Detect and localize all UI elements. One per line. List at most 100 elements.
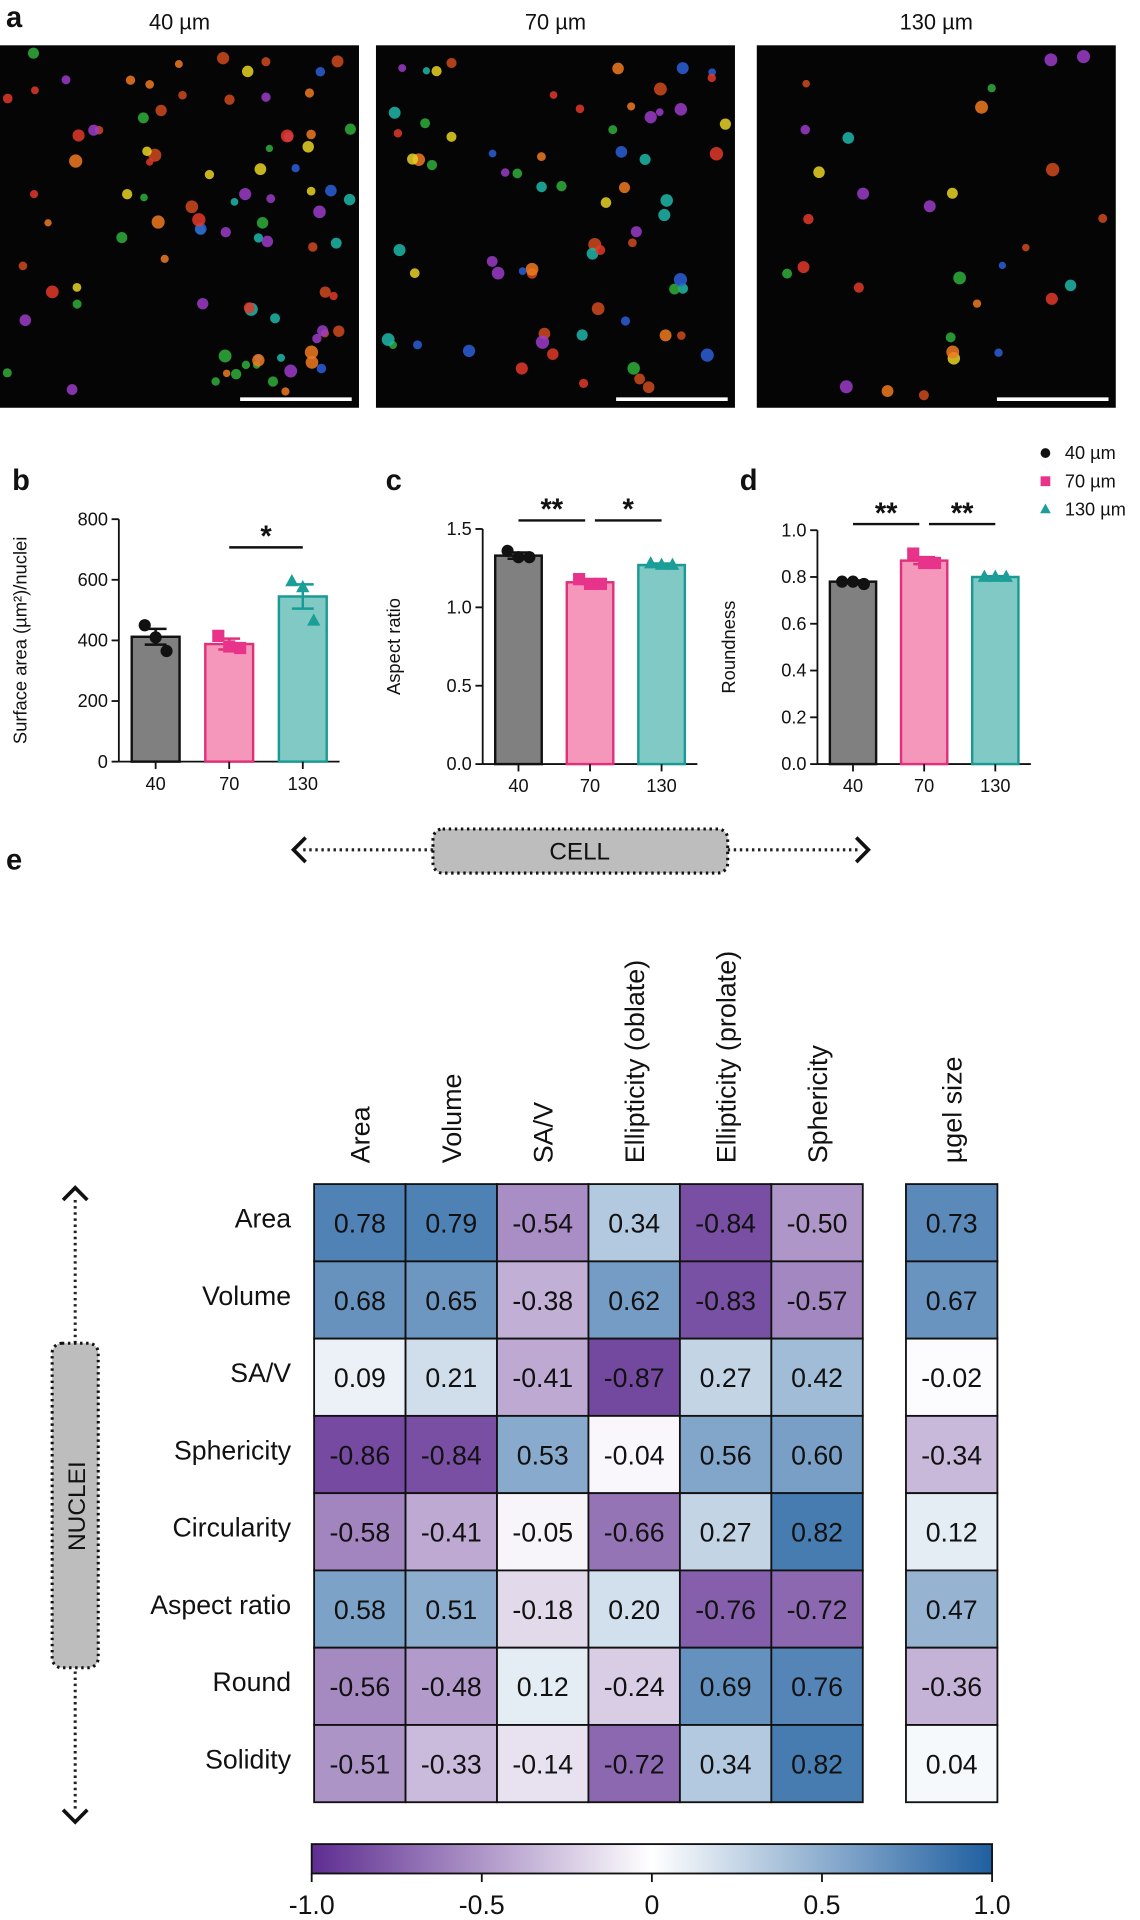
nucleus-dot bbox=[222, 369, 231, 378]
cell-value: 0.73 bbox=[926, 1208, 978, 1238]
nucleus-dot bbox=[634, 373, 645, 385]
nucleus-dot bbox=[393, 243, 406, 257]
nucleus-dot bbox=[639, 153, 651, 166]
image-title: 130 µm bbox=[900, 9, 973, 34]
cell-value: -0.05 bbox=[512, 1517, 573, 1547]
nucleus-dot bbox=[627, 362, 640, 375]
x-tick-label: 70 bbox=[219, 773, 239, 794]
arrow-head bbox=[290, 836, 307, 864]
nucleus-dot bbox=[312, 333, 322, 344]
colorbar-tick-label: -0.5 bbox=[459, 1890, 505, 1920]
data-point bbox=[665, 557, 680, 570]
nucleus-dot bbox=[486, 255, 498, 267]
nucleus-dot bbox=[330, 237, 342, 249]
cell-value: 0.62 bbox=[608, 1286, 660, 1316]
heatmap-cell bbox=[905, 1337, 999, 1417]
nucleus-dot bbox=[174, 60, 183, 69]
data-point bbox=[223, 640, 236, 653]
nucleus-dot bbox=[315, 66, 326, 77]
heatmap-cell bbox=[905, 1260, 999, 1340]
nucleus-dot bbox=[281, 387, 290, 396]
nucleus-dot bbox=[1046, 162, 1060, 177]
arrow-head bbox=[61, 1185, 89, 1202]
nucleus-dot bbox=[1045, 292, 1058, 305]
nucleus-dot bbox=[655, 108, 664, 117]
nucleus-dot bbox=[18, 261, 28, 271]
heatmap-cell bbox=[313, 1414, 407, 1495]
nucleus-dot bbox=[782, 268, 793, 279]
data-point bbox=[573, 573, 586, 586]
nucleus-dot bbox=[317, 325, 329, 337]
nucleus-dot bbox=[576, 329, 588, 341]
nucleus-dot bbox=[595, 244, 606, 256]
bar bbox=[204, 642, 255, 763]
panel-label: c bbox=[386, 465, 402, 497]
nucleus-dot bbox=[252, 353, 265, 367]
nuclei-box bbox=[50, 1341, 100, 1670]
cell-value: -0.84 bbox=[695, 1208, 756, 1238]
cell-value: -0.18 bbox=[512, 1595, 573, 1625]
heatmap-cell bbox=[678, 1414, 773, 1495]
panel-label: b bbox=[12, 465, 30, 497]
heatmap-cell bbox=[770, 1260, 864, 1340]
nucleus-dot bbox=[987, 83, 996, 93]
cell-value: -0.33 bbox=[421, 1749, 482, 1779]
x-tick-label: 70 bbox=[580, 775, 600, 796]
nucleus-dot bbox=[719, 118, 731, 130]
y-tick-label: 1.0 bbox=[446, 596, 471, 617]
heatmap-cell bbox=[678, 1569, 773, 1649]
nucleus-dot bbox=[61, 75, 71, 85]
significance-label: * bbox=[623, 494, 635, 526]
cell-value: -0.02 bbox=[921, 1363, 982, 1393]
nucleus-dot bbox=[491, 266, 505, 280]
cell-value: 0.82 bbox=[791, 1517, 843, 1547]
nucleus-dot bbox=[842, 132, 855, 144]
cell-value: -0.56 bbox=[329, 1672, 390, 1702]
data-point bbox=[907, 547, 920, 560]
heatmap-cell bbox=[587, 1569, 681, 1649]
nucleus-dot bbox=[145, 80, 155, 89]
heatmap-cell bbox=[587, 1724, 681, 1804]
x-tick-label: 70 bbox=[914, 775, 934, 796]
cell-label: CELL bbox=[549, 838, 610, 865]
heatmap-cell bbox=[496, 1569, 590, 1649]
nucleus-dot bbox=[211, 377, 220, 386]
cell-value: 0.12 bbox=[517, 1672, 569, 1702]
nucleus-dot bbox=[66, 384, 78, 395]
nucleus-dot bbox=[302, 140, 314, 153]
row-label: Aspect ratio bbox=[150, 1590, 291, 1620]
nucleus-dot bbox=[946, 345, 960, 359]
cell-value: 0.76 bbox=[791, 1672, 843, 1702]
micrograph bbox=[756, 45, 1116, 408]
row-label: Sphericity bbox=[174, 1435, 292, 1465]
nucleus-dot bbox=[2, 368, 12, 378]
nucleus-dot bbox=[813, 166, 825, 179]
nucleus-dot bbox=[488, 149, 497, 158]
nucleus-dot bbox=[267, 376, 279, 387]
cell-value: 0.69 bbox=[700, 1672, 752, 1702]
data-point bbox=[857, 577, 870, 591]
row-label: Area bbox=[235, 1204, 291, 1234]
y-tick-label: 0.0 bbox=[446, 753, 471, 774]
data-point bbox=[212, 629, 225, 642]
nucleus-dot bbox=[72, 299, 82, 309]
y-tick-label: 0.8 bbox=[781, 566, 806, 587]
nucleus-dot bbox=[344, 123, 356, 135]
nucleus-dot bbox=[975, 100, 989, 114]
nucleus-dot bbox=[630, 226, 642, 238]
nucleus-dot bbox=[409, 268, 420, 279]
cell-value: -0.87 bbox=[604, 1363, 665, 1393]
nucleus-dot bbox=[407, 153, 419, 165]
cell-value: -0.24 bbox=[604, 1672, 665, 1702]
nucleus-dot bbox=[600, 197, 612, 208]
nucleus-dot bbox=[800, 124, 810, 135]
colorbar-tick-label: 0 bbox=[644, 1890, 659, 1920]
row-label: Volume bbox=[202, 1281, 291, 1311]
y-tick-label: 1.0 bbox=[781, 519, 806, 540]
heatmap-cell bbox=[905, 1183, 999, 1263]
heatmap-cell bbox=[770, 1414, 864, 1495]
heatmap-cell bbox=[313, 1337, 407, 1417]
nucleus-dot bbox=[266, 194, 276, 204]
nucleus-dot bbox=[525, 262, 539, 276]
